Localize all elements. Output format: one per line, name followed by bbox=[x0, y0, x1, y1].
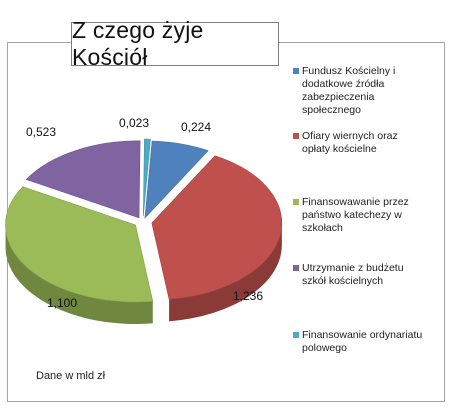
pie-chart: 0,224 1,236 1,100 0,523 0,023 bbox=[5, 116, 283, 325]
chart-title-box: Z czego żyje Kościół bbox=[71, 17, 279, 70]
legend-swatch bbox=[293, 133, 299, 139]
pie-sides bbox=[5, 223, 282, 325]
pie-side-1 bbox=[169, 223, 282, 322]
legend-label: Ofiary wiernych oraz opłaty kościelne bbox=[302, 130, 398, 155]
pie-slice-4 bbox=[143, 138, 151, 217]
data-label-0: 0,224 bbox=[181, 120, 211, 134]
chart-title: Z czego żyje Kościół bbox=[72, 17, 204, 70]
legend-swatch bbox=[293, 265, 299, 271]
pie-side-2 bbox=[5, 225, 153, 325]
data-label-2: 1,100 bbox=[47, 296, 77, 310]
data-label-4: 0,023 bbox=[119, 116, 149, 130]
pie-slice-3 bbox=[25, 140, 141, 219]
pie-slice-2 bbox=[5, 186, 154, 303]
legend-swatch bbox=[293, 68, 299, 74]
unit-footnote: Dane w mld zł bbox=[36, 370, 106, 382]
legend-label: Utrzymanie z budżetu szkół kościelnych bbox=[302, 262, 404, 287]
legend-label: Finansowanie ordynariatu polowego bbox=[302, 329, 423, 354]
pie-labels: 0,224 1,236 1,100 0,523 0,023 bbox=[26, 116, 263, 310]
data-label-3: 0,523 bbox=[26, 125, 56, 139]
data-label-1: 1,236 bbox=[233, 289, 263, 303]
legend-swatch bbox=[293, 332, 299, 338]
pie-tops bbox=[5, 138, 283, 303]
legend-label: Fundusz Kościelny i dodatkowe źródła zabez… bbox=[302, 65, 396, 116]
pie-slice-0 bbox=[144, 140, 209, 219]
legend-swatch bbox=[293, 199, 299, 205]
pie-slice-1 bbox=[151, 155, 283, 300]
